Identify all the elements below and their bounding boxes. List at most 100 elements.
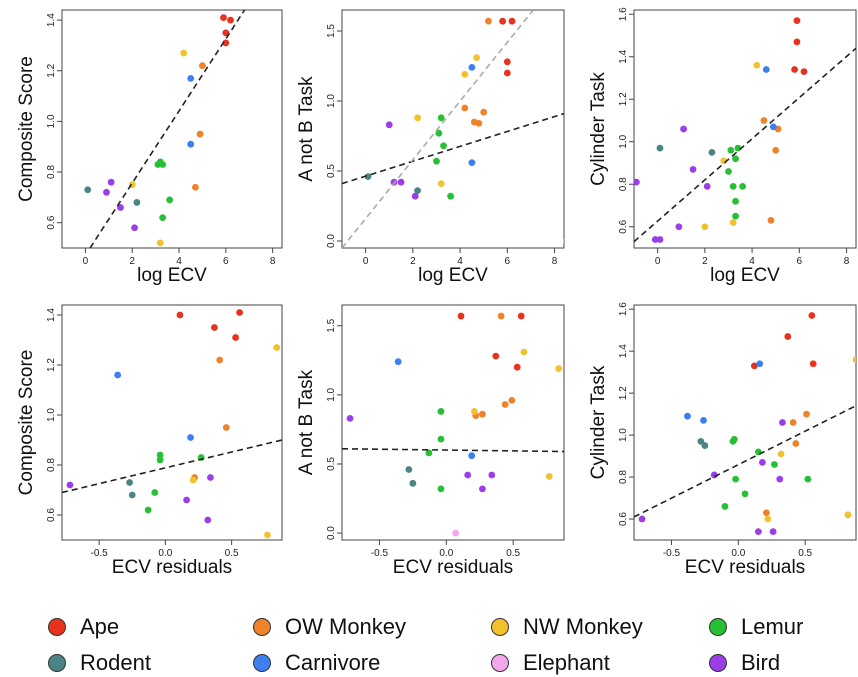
data-point-ape: [791, 66, 798, 73]
data-point-lemur: [156, 451, 164, 459]
data-point-nw-monkey: [753, 61, 761, 69]
data-point-nw-monkey: [180, 49, 188, 57]
data-point-carnivore: [762, 66, 770, 73]
legend-label-carnivore: Carnivore: [285, 650, 381, 675]
regression-line-1: [342, 112, 564, 185]
data-point-ape: [227, 16, 234, 24]
x-tick-label: 6: [505, 256, 511, 267]
data-point-ape: [503, 58, 511, 66]
y-tick-label: 1.2: [618, 92, 629, 106]
data-point-rodent: [133, 199, 141, 206]
data-point-ow-monkey: [762, 509, 770, 517]
x-tick-label: 0.0: [731, 548, 745, 559]
data-point-nw-monkey: [852, 356, 856, 363]
data-point-ape: [499, 17, 506, 25]
legend-dot-nw-monkey: [491, 618, 509, 636]
data-point-lemur: [732, 197, 739, 205]
data-point-nw-monkey: [555, 365, 563, 372]
y-tick-label: 1.4: [46, 13, 57, 27]
x-tick-label: 0: [655, 256, 661, 267]
y-axis-label: A not B Task: [296, 76, 317, 182]
data-point-bird: [107, 178, 115, 186]
y-tick-label: 0.8: [618, 470, 629, 484]
data-point-rodent: [405, 466, 413, 473]
data-point-ape: [793, 38, 801, 46]
y-tick-label: 0.5: [326, 457, 337, 471]
data-point-carnivore: [684, 412, 691, 420]
data-point-ape: [220, 14, 227, 21]
data-point-nw-monkey: [437, 180, 445, 188]
y-tick-label: 1.2: [46, 63, 57, 77]
data-point-carnivore: [468, 452, 476, 460]
data-point-bird: [680, 125, 687, 133]
data-point-lemur: [447, 192, 455, 200]
data-point-bird: [634, 178, 640, 186]
x-tick-label: 0.5: [225, 548, 239, 559]
data-point-bird: [675, 223, 683, 231]
data-point-lemur: [732, 475, 740, 483]
data-point-ow-monkey: [497, 312, 505, 320]
plot-frame: [61, 9, 283, 249]
data-point-nw-monkey: [273, 344, 281, 351]
x-tick-label: -0.5: [371, 548, 389, 559]
x-tick-label: 0: [83, 256, 89, 267]
data-point-ape: [809, 360, 817, 368]
x-tick-label: 6: [223, 256, 229, 267]
legend-item-lemur: Lemur: [709, 614, 803, 640]
y-tick-label: 1.5: [326, 318, 337, 332]
data-point-ow-monkey: [792, 440, 800, 447]
y-axis-label: A not B Task: [296, 369, 317, 475]
data-point-bird: [776, 475, 784, 483]
data-point-carnivore: [468, 64, 476, 71]
data-point-bird: [207, 474, 214, 481]
data-point-nw-monkey: [520, 348, 528, 356]
x-tick-label: -0.5: [90, 548, 108, 559]
y-tick-label: 0.8: [46, 165, 57, 179]
y-tick-label: 1.5: [326, 24, 337, 38]
data-point-ow-monkey: [461, 104, 469, 112]
y-tick-label: 1.0: [618, 428, 629, 442]
data-point-lemur: [166, 196, 174, 204]
data-point-lemur: [440, 142, 447, 150]
x-tick-label: 2: [129, 256, 135, 267]
data-point-bird: [479, 485, 486, 493]
data-point-ape: [513, 363, 521, 371]
legend-item-ow-monkey: OW Monkey: [253, 614, 406, 640]
data-point-rodent: [128, 491, 136, 499]
legend-item-elephant: Elephant: [491, 650, 610, 676]
plot-frame: [341, 304, 565, 541]
y-tick-label: 1.0: [46, 114, 57, 128]
legend-item-carnivore: Carnivore: [253, 650, 380, 676]
data-point-rodent: [697, 437, 705, 445]
data-point-rodent: [364, 173, 372, 181]
data-point-bird: [689, 165, 697, 173]
data-point-ow-monkey: [760, 117, 768, 124]
legend-dot-elephant: [491, 654, 509, 672]
data-point-bird: [638, 515, 646, 523]
data-point-bird: [754, 528, 762, 536]
data-point-lemur: [156, 456, 164, 464]
x-axis-label: log ECV: [137, 265, 207, 286]
data-point-bird: [204, 516, 212, 524]
data-point-ow-monkey: [192, 183, 199, 191]
data-point-bird: [346, 414, 354, 422]
data-point-ape: [176, 311, 184, 319]
x-tick-label: 0.5: [798, 548, 812, 559]
data-point-elephant: [452, 529, 460, 537]
data-point-lemur: [151, 489, 159, 496]
data-point-rodent: [126, 479, 133, 486]
y-axis-label: Cylinder Task: [588, 72, 609, 186]
data-point-ape: [232, 334, 240, 341]
legend-item-rodent: Rodent: [48, 650, 151, 676]
y-tick-label: 1.0: [46, 408, 57, 422]
data-point-lemur: [437, 114, 445, 122]
data-point-lemur: [144, 506, 152, 514]
y-tick-label: 0.6: [46, 508, 57, 522]
data-point-ow-monkey: [196, 130, 204, 138]
data-point-carnivore: [187, 140, 195, 148]
chart-panel-2: 0 2 4 6 8 0.0 0.5 1.0 1.5 log ECV A not B Task: [296, 9, 565, 286]
data-point-ape: [793, 17, 801, 25]
data-point-lemur: [771, 461, 778, 468]
x-tick-label: 8: [844, 256, 850, 267]
data-point-lemur: [159, 214, 167, 222]
